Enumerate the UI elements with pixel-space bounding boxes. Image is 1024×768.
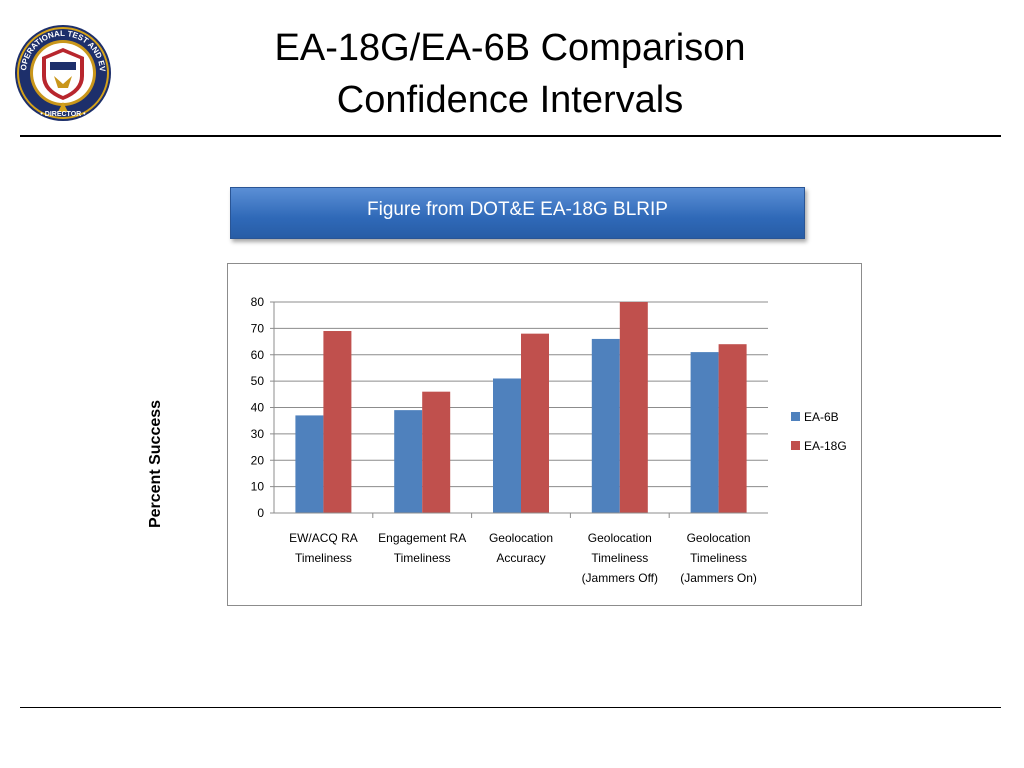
legend-swatch — [791, 412, 800, 421]
dote-seal-logo: OPERATIONAL TEST AND EVALUATION • DIRECT… — [11, 17, 112, 122]
bar-ea-18g — [718, 344, 747, 513]
bar-chart: 0 10 20 30 40 50 60 70 80 EW/ACQ RA Timeliness Enga… — [251, 295, 847, 585]
bar-ea-18g — [323, 331, 352, 513]
y-tick-label: 60 — [251, 348, 265, 362]
y-axis-title: Percent Success — [147, 399, 164, 529]
y-tick-label: 30 — [251, 427, 265, 441]
y-tick-label: 20 — [251, 453, 265, 467]
legend-swatch — [791, 441, 800, 450]
bar-ea-18g — [422, 391, 451, 513]
seal-graphic: OPERATIONAL TEST AND EVALUATION • DIRECT… — [11, 17, 111, 121]
x-tick-label: Engagement RA Timeliness — [378, 531, 466, 565]
bar-ea-18g — [619, 302, 648, 513]
y-tick-label: 80 — [251, 295, 265, 309]
figure-source-banner: Figure from DOT&E EA-18G BLRIP — [230, 187, 805, 239]
y-tick-label: 0 — [257, 506, 264, 520]
bar-ea-18g — [521, 333, 549, 513]
bar-ea-6b — [591, 338, 620, 513]
y-tick-label: 70 — [251, 321, 265, 335]
x-tick-label: Geolocation Timeliness (Jammers On) — [680, 531, 757, 585]
y-tick-label: 50 — [251, 374, 265, 388]
bottom-divider — [20, 707, 1001, 708]
legend-label: EA-6B — [804, 410, 839, 424]
title-line-2: Confidence Intervals — [336, 79, 684, 121]
title-line-1: EA-18G/EA-6B Comparison — [274, 27, 746, 69]
legend-label: EA-18G — [804, 439, 847, 453]
slide-title: EA-18G/EA-6B Comparison Confidence Inter… — [180, 22, 840, 126]
bar-ea-6b — [493, 378, 521, 513]
bar-ea-6b — [690, 352, 719, 513]
y-tick-label: 10 — [251, 480, 265, 494]
x-tick-label: EW/ACQ RA Timeliness — [289, 531, 358, 565]
bar-ea-6b — [394, 410, 423, 513]
bar-chart-frame: 0 10 20 30 40 50 60 70 80 EW/ACQ RA Timeliness Enga… — [227, 263, 862, 606]
x-tick-label: Geolocation Accuracy — [489, 531, 553, 565]
x-tick-label: Geolocation Timeliness (Jammers Off) — [582, 531, 658, 585]
y-tick-label: 40 — [251, 401, 265, 415]
seal-director-lettering: • DIRECTOR • — [40, 111, 86, 118]
top-divider — [20, 135, 1001, 137]
bar-ea-6b — [295, 415, 324, 513]
